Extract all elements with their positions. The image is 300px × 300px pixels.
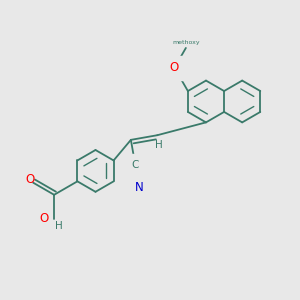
Text: H: H	[155, 140, 163, 151]
Text: O: O	[26, 173, 35, 186]
Text: O: O	[39, 212, 48, 226]
Text: N: N	[135, 182, 144, 194]
Text: methoxy: methoxy	[172, 40, 200, 45]
Text: C: C	[132, 160, 139, 170]
Text: O: O	[170, 61, 179, 74]
Text: H: H	[56, 221, 63, 231]
